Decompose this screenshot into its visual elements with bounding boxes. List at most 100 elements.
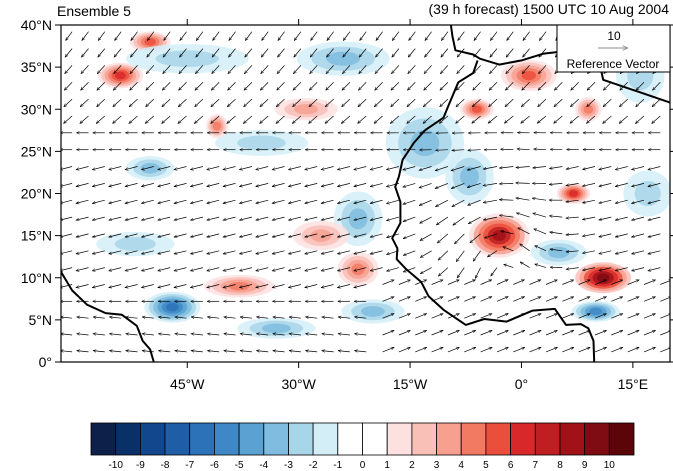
x-tick-label: 15°W	[393, 376, 428, 392]
wind-vector	[309, 82, 318, 90]
colorbar-box	[436, 422, 462, 456]
wind-vector	[648, 183, 661, 186]
wind-vector	[619, 98, 628, 107]
wind-vector	[194, 115, 204, 124]
wind-vector	[407, 98, 416, 107]
coastline-west-africa	[391, 60, 596, 362]
wind-vector	[627, 314, 639, 319]
wind-vector	[109, 199, 122, 203]
wind-vector	[578, 347, 590, 353]
wind-vector	[627, 280, 639, 285]
wind-vector	[615, 233, 628, 237]
wind-vector	[288, 216, 301, 220]
wind-vector	[92, 183, 105, 186]
wind-vector	[452, 150, 465, 151]
wind-vector	[239, 250, 252, 254]
wind-vector	[398, 314, 411, 319]
wind-vector	[272, 233, 285, 237]
wind-vector	[513, 347, 525, 353]
wind-vector	[447, 314, 460, 319]
wind-vector	[534, 149, 547, 150]
wind-vector	[439, 115, 449, 123]
wind-vector	[321, 233, 334, 237]
wind-vector	[457, 267, 465, 278]
wind-vector	[354, 267, 367, 271]
wind-vector	[490, 65, 498, 73]
wind-vector	[545, 314, 557, 319]
wind-vector	[374, 98, 383, 107]
wind-vector	[174, 267, 187, 271]
wind-vector	[61, 183, 73, 186]
wind-vector	[408, 48, 416, 58]
wind-vector	[245, 48, 253, 58]
anomaly-blob	[212, 121, 222, 131]
wind-vector	[358, 82, 367, 90]
wind-vector	[549, 183, 563, 184]
wind-vector	[506, 65, 514, 73]
wind-vector	[403, 250, 416, 256]
wind-vector	[440, 98, 449, 107]
wind-vector	[229, 31, 236, 41]
wind-vector	[61, 199, 73, 203]
colorbar-box	[584, 422, 610, 456]
wind-vector	[212, 48, 220, 58]
wind-vector	[521, 98, 530, 107]
wind-vector	[578, 297, 590, 302]
wind-vector	[305, 166, 318, 170]
wind-vector	[431, 297, 444, 302]
wind-vector	[207, 250, 220, 254]
wind-vector	[554, 82, 563, 90]
x-axis: 45°W 30°W 15°W 0° 15°E	[170, 19, 648, 392]
anomaly-blob	[596, 273, 610, 282]
anomaly-blob	[114, 71, 126, 80]
wind-vector	[594, 314, 607, 319]
anomaly-blob	[589, 307, 603, 316]
wind-vector	[321, 250, 334, 254]
wind-vector	[456, 98, 465, 107]
wind-vector	[447, 347, 460, 353]
wind-vector	[109, 317, 122, 318]
wind-vector	[146, 65, 155, 73]
wind-vector	[358, 98, 367, 107]
wind-vector	[599, 199, 612, 203]
wind-vector	[207, 317, 220, 318]
wind-vector	[305, 267, 318, 271]
colorbar-label: 3	[434, 460, 440, 471]
wind-vector	[146, 98, 155, 107]
wind-vector	[513, 330, 525, 336]
wind-vector	[142, 317, 154, 318]
wind-vector	[468, 216, 481, 225]
wind-vector	[550, 249, 563, 252]
wind-vector	[276, 98, 285, 107]
colorbar-label: -10	[108, 460, 123, 471]
wind-vector	[180, 31, 187, 41]
wind-vector	[294, 48, 302, 58]
wind-vector	[256, 199, 269, 203]
wind-vector	[538, 82, 547, 90]
wind-vector	[480, 330, 493, 336]
wind-vector	[141, 183, 154, 186]
anomaly-blob	[114, 236, 156, 252]
wind-vector	[441, 48, 449, 58]
wind-vector	[256, 250, 269, 254]
wind-vector	[632, 166, 645, 170]
wind-vector	[415, 297, 426, 302]
wind-vector	[483, 166, 498, 170]
wind-vector	[325, 98, 334, 107]
wind-vector	[190, 166, 203, 170]
wind-vector	[643, 330, 656, 336]
wind-vector	[562, 280, 573, 285]
wind-vector	[420, 250, 432, 258]
y-axis: 0° 5°N 10°N 15°N 20°N 25°N 30°N 35°N 40°N	[21, 17, 673, 370]
wind-vector	[452, 199, 465, 208]
wind-vector	[355, 317, 367, 318]
wind-vector	[174, 199, 187, 203]
wind-vector	[288, 183, 301, 186]
wind-vector	[474, 48, 481, 58]
wind-vector	[278, 48, 285, 58]
wind-vector	[322, 317, 334, 318]
wind-vector	[438, 250, 449, 260]
wind-vector	[158, 183, 171, 186]
wind-vector	[223, 267, 236, 271]
wind-vector	[61, 267, 73, 271]
